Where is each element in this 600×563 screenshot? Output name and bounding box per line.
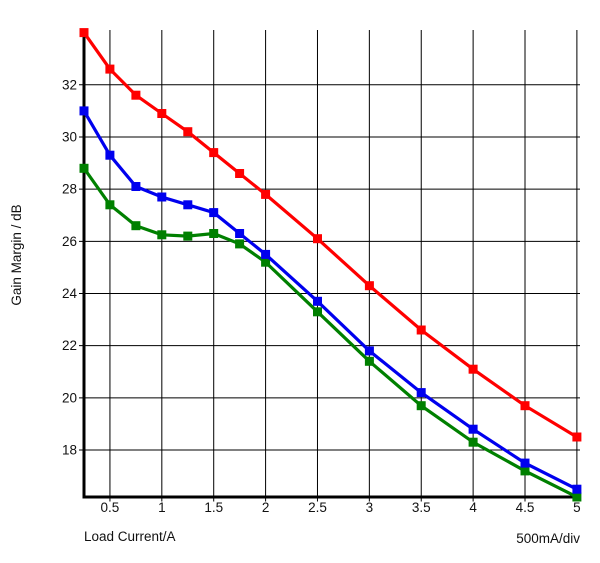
- y-tick-label: 20: [62, 390, 77, 405]
- y-tick-label: 30: [62, 129, 77, 144]
- x-tick-label: 3: [366, 500, 374, 515]
- series-marker-blue: [261, 249, 271, 259]
- series-marker-red: [261, 189, 271, 199]
- series-marker-green: [105, 200, 115, 210]
- series-marker-green: [235, 239, 245, 249]
- y-tick-label: 28: [62, 182, 77, 197]
- x-tick-label: 0.5: [101, 500, 120, 515]
- series-line-blue: [81, 108, 580, 492]
- series-marker-green: [131, 221, 141, 231]
- series-marker-blue: [520, 458, 530, 468]
- series-marker-red: [105, 64, 115, 74]
- x-tick-label: 3.5: [412, 500, 431, 515]
- series-marker-green: [572, 492, 582, 502]
- x-tick-label: 1.5: [204, 500, 223, 515]
- series-marker-red: [209, 148, 219, 158]
- x-tick-label: 2.5: [308, 500, 327, 515]
- series-marker-blue: [235, 229, 245, 238]
- y-tick-label: 26: [62, 234, 77, 249]
- series-marker-blue: [364, 346, 374, 356]
- series-marker-red: [183, 127, 193, 137]
- series-marker-blue: [416, 388, 426, 398]
- x-tick-label: 2: [262, 500, 270, 515]
- series-marker-red: [572, 432, 582, 442]
- series-marker-blue: [209, 208, 219, 218]
- series-marker-blue: [183, 200, 193, 210]
- series-marker-green: [468, 437, 478, 447]
- series-marker-blue: [105, 150, 115, 160]
- series-marker-blue: [157, 192, 167, 202]
- series-marker-blue: [468, 424, 478, 434]
- series-marker-red: [157, 109, 167, 118]
- series-marker-green: [416, 401, 426, 411]
- series-marker-red: [131, 90, 141, 100]
- series-marker-red: [468, 364, 478, 374]
- series-marker-green: [313, 307, 322, 317]
- series-marker-red: [79, 28, 89, 38]
- x-axis-div-label: 500mA/div: [516, 531, 580, 546]
- series-marker-blue: [131, 182, 141, 191]
- y-tick-label: 24: [62, 286, 78, 301]
- y-tick-label: 32: [62, 77, 77, 92]
- y-tick-label: 22: [62, 338, 77, 353]
- series-marker-green: [364, 356, 374, 366]
- series-marker-red: [364, 281, 374, 291]
- x-axis-title: Load Current/A: [84, 529, 176, 544]
- x-tick-label: 1: [158, 500, 166, 515]
- series-marker-red: [235, 169, 245, 178]
- x-tick-label: 4: [469, 500, 477, 515]
- series-marker-green: [209, 229, 219, 238]
- series-marker-green: [157, 230, 167, 240]
- series-marker-red: [416, 325, 426, 335]
- series-marker-green: [183, 231, 193, 241]
- x-tick-label: 5: [573, 500, 581, 515]
- series-marker-blue: [572, 484, 582, 494]
- series-marker-green: [261, 257, 271, 267]
- x-tick-label: 4.5: [516, 500, 535, 515]
- y-axis-title: Gain Margin / dB: [9, 204, 24, 305]
- series-marker-red: [313, 234, 322, 244]
- series-marker-green: [79, 163, 89, 173]
- series-marker-green: [520, 466, 530, 476]
- series-marker-red: [520, 401, 530, 411]
- series-marker-blue: [79, 106, 89, 116]
- y-tick-label: 18: [62, 443, 77, 458]
- series-marker-blue: [313, 296, 322, 306]
